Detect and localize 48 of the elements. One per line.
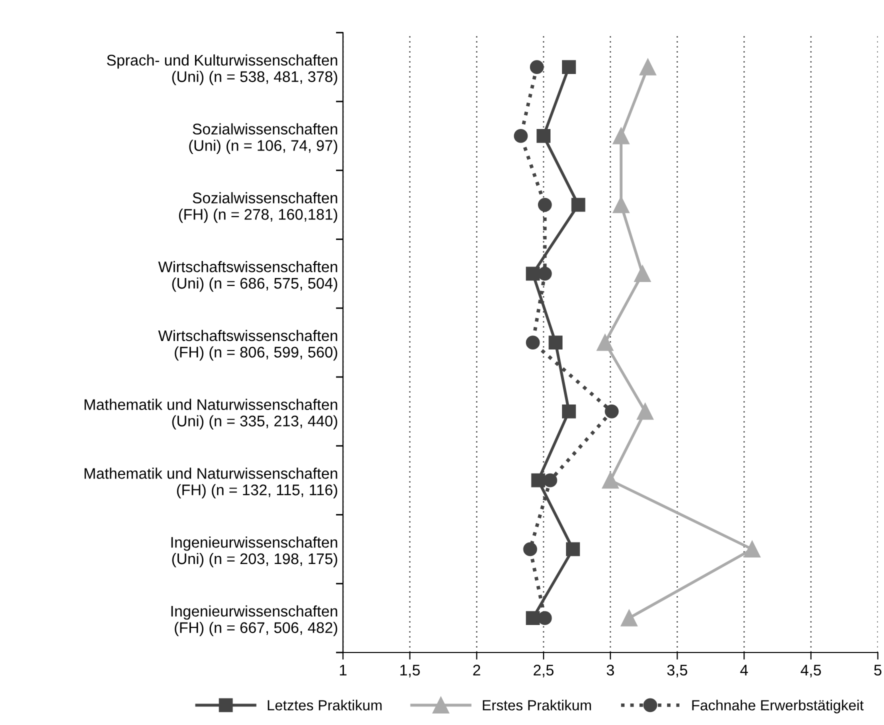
point [596,334,614,351]
y-tick-label: Sozialwissenschaften (Uni) (n = 106, 74, 97) [189,123,338,154]
legend-label: Letztes Praktikum [268,700,382,710]
point [604,404,619,418]
y-tick-label: Sprach- und Kulturwissenschaften (Uni) (n = 538, 481, 378) [107,54,338,86]
point [562,60,576,74]
point [538,198,552,212]
y-tick-label: Mathematik und Naturwissenschaften (FH) (n = 132, 115, 116) [84,468,338,498]
point [514,128,528,143]
point [612,128,630,144]
point [526,611,540,626]
point [620,610,638,626]
x-tick-label: 1,5 [400,664,420,678]
y-tick-label: Mathematik und Naturwissenschaften (Uni) (n = 335, 213, 440) [84,398,338,430]
point [744,540,760,558]
x-tick-label: 3 [606,664,614,676]
y-tick-label: Wirtschaftswissenschaften (FH) (n = 806, 599, 560) [158,330,338,361]
y-tick-label: Ingenieurwissenschaften (FH) (n = 667, 506, 482) [171,605,338,636]
y-tick-label: Ingenieurwissenschaften (Uni) (n = 203, 198, 175) [171,536,338,568]
point [538,266,552,281]
point [530,60,544,74]
point [602,472,619,489]
point [640,58,656,76]
x-tick-label: 3,5 [667,664,688,678]
point [526,336,540,350]
x-tick-label: 5 [874,664,882,676]
y-tick-label: Sozialwissenschaften (FH) (n = 278, 160,181) [179,192,338,223]
point [543,473,558,488]
y-tick-label: Wirtschaftswissenschaften (Uni) (n = 686, 575, 504) [158,261,338,292]
point [571,198,586,212]
legend-label: Fachnahe Erwerbstätigkeit [692,700,864,714]
x-tick-label: 2 [473,664,480,676]
point [536,128,550,143]
point [566,542,580,556]
point [538,611,552,626]
point [548,336,563,350]
x-tick-label: 4,5 [800,664,821,678]
legend-label: Erstes Praktikum [482,700,591,710]
point [531,473,546,488]
point [634,265,651,282]
x-tick-label: 4 [740,664,748,676]
point [523,542,538,556]
x-tick-label: 2,5 [534,664,554,678]
point [526,266,540,281]
point [636,403,654,420]
point [612,196,630,214]
x-tick-label: 1 [340,664,346,676]
point [562,404,576,418]
